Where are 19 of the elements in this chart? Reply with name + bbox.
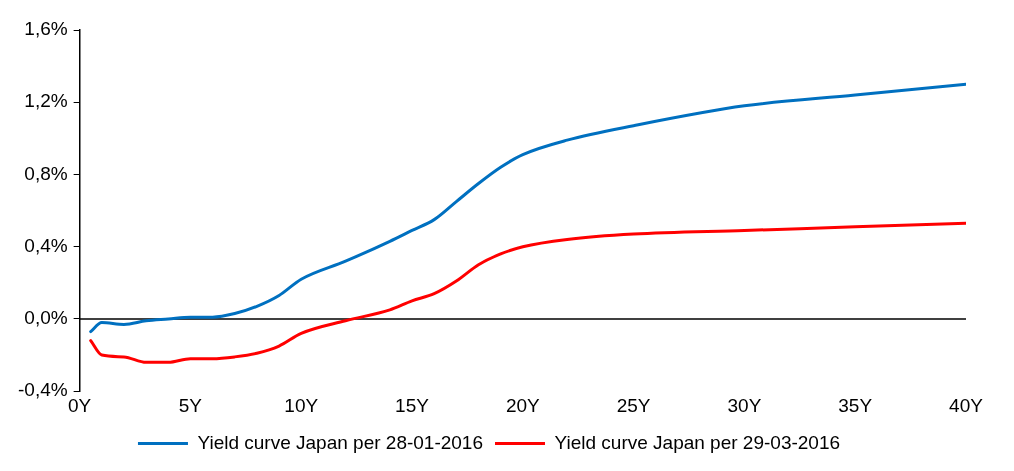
legend-label: Yield curve Japan per 28-01-2016 (197, 431, 484, 453)
y-tick-label: 1,6% (24, 18, 68, 40)
y-tick-label: 1,2% (24, 90, 68, 112)
x-tick-label: 20Y (505, 394, 541, 416)
x-tick-label: 35Y (838, 394, 873, 416)
y-tick-label: 0,0% (24, 307, 68, 329)
x-tick-label: 25Y (616, 394, 651, 416)
line-series (89, 82, 966, 334)
line-series (89, 221, 966, 364)
x-tick-label: 30Y (727, 394, 762, 416)
x-tick-label: 15Y (395, 394, 430, 416)
y-tick-label: -0,4% (17, 379, 68, 401)
x-tick-label: 40Y (949, 394, 984, 416)
y-tick-label: 0,4% (24, 234, 68, 256)
y-tick-label: 0,8% (24, 162, 68, 184)
x-tick-label: 5Y (178, 394, 203, 416)
x-tick-label: 0Y (68, 394, 92, 416)
legend-label: Yield curve Japan per 29-03-2016 (554, 431, 841, 453)
x-tick-label: 10Y (284, 394, 319, 416)
